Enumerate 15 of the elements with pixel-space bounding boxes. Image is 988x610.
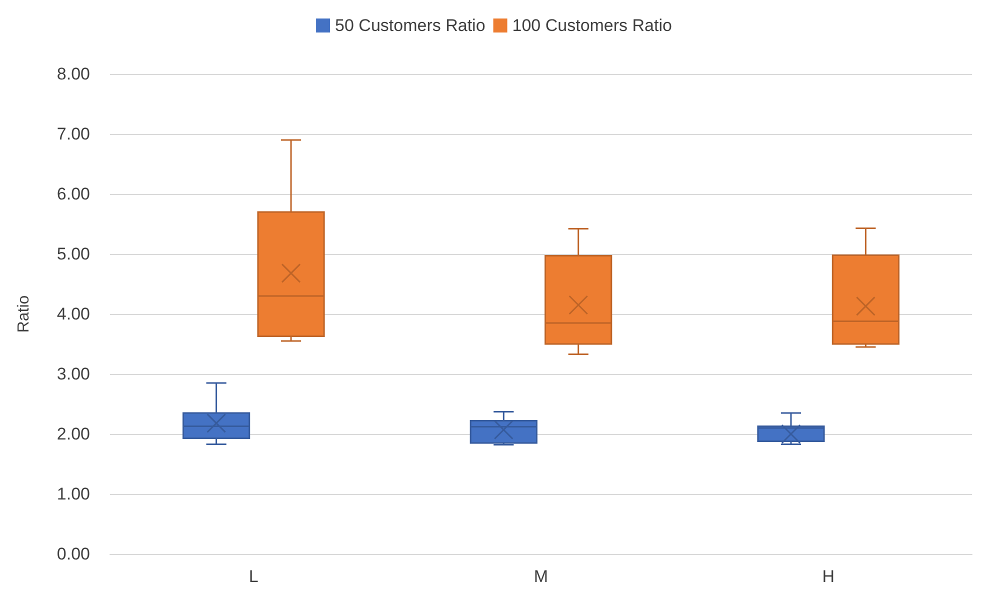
y-axis-title: Ratio bbox=[16, 295, 32, 333]
x-tick-label: M bbox=[534, 567, 548, 586]
legend-label: 100 Customers Ratio bbox=[512, 16, 672, 35]
x-tick-label: L bbox=[248, 567, 258, 586]
y-tick-label: 2.00 bbox=[56, 424, 90, 444]
y-tick-label: 6.00 bbox=[56, 184, 90, 204]
y-tick-label: 8.00 bbox=[56, 64, 90, 84]
y-tick-label: 4.00 bbox=[56, 304, 90, 324]
x-tick-label: H bbox=[822, 567, 834, 586]
y-tick-label: 5.00 bbox=[56, 244, 90, 264]
y-tick-label: 1.00 bbox=[56, 484, 90, 504]
y-tick-label: 7.00 bbox=[56, 124, 90, 144]
y-tick-label: 3.00 bbox=[56, 364, 90, 384]
legend-label: 50 Customers Ratio bbox=[335, 16, 486, 35]
y-tick-label: 0.00 bbox=[56, 544, 90, 564]
